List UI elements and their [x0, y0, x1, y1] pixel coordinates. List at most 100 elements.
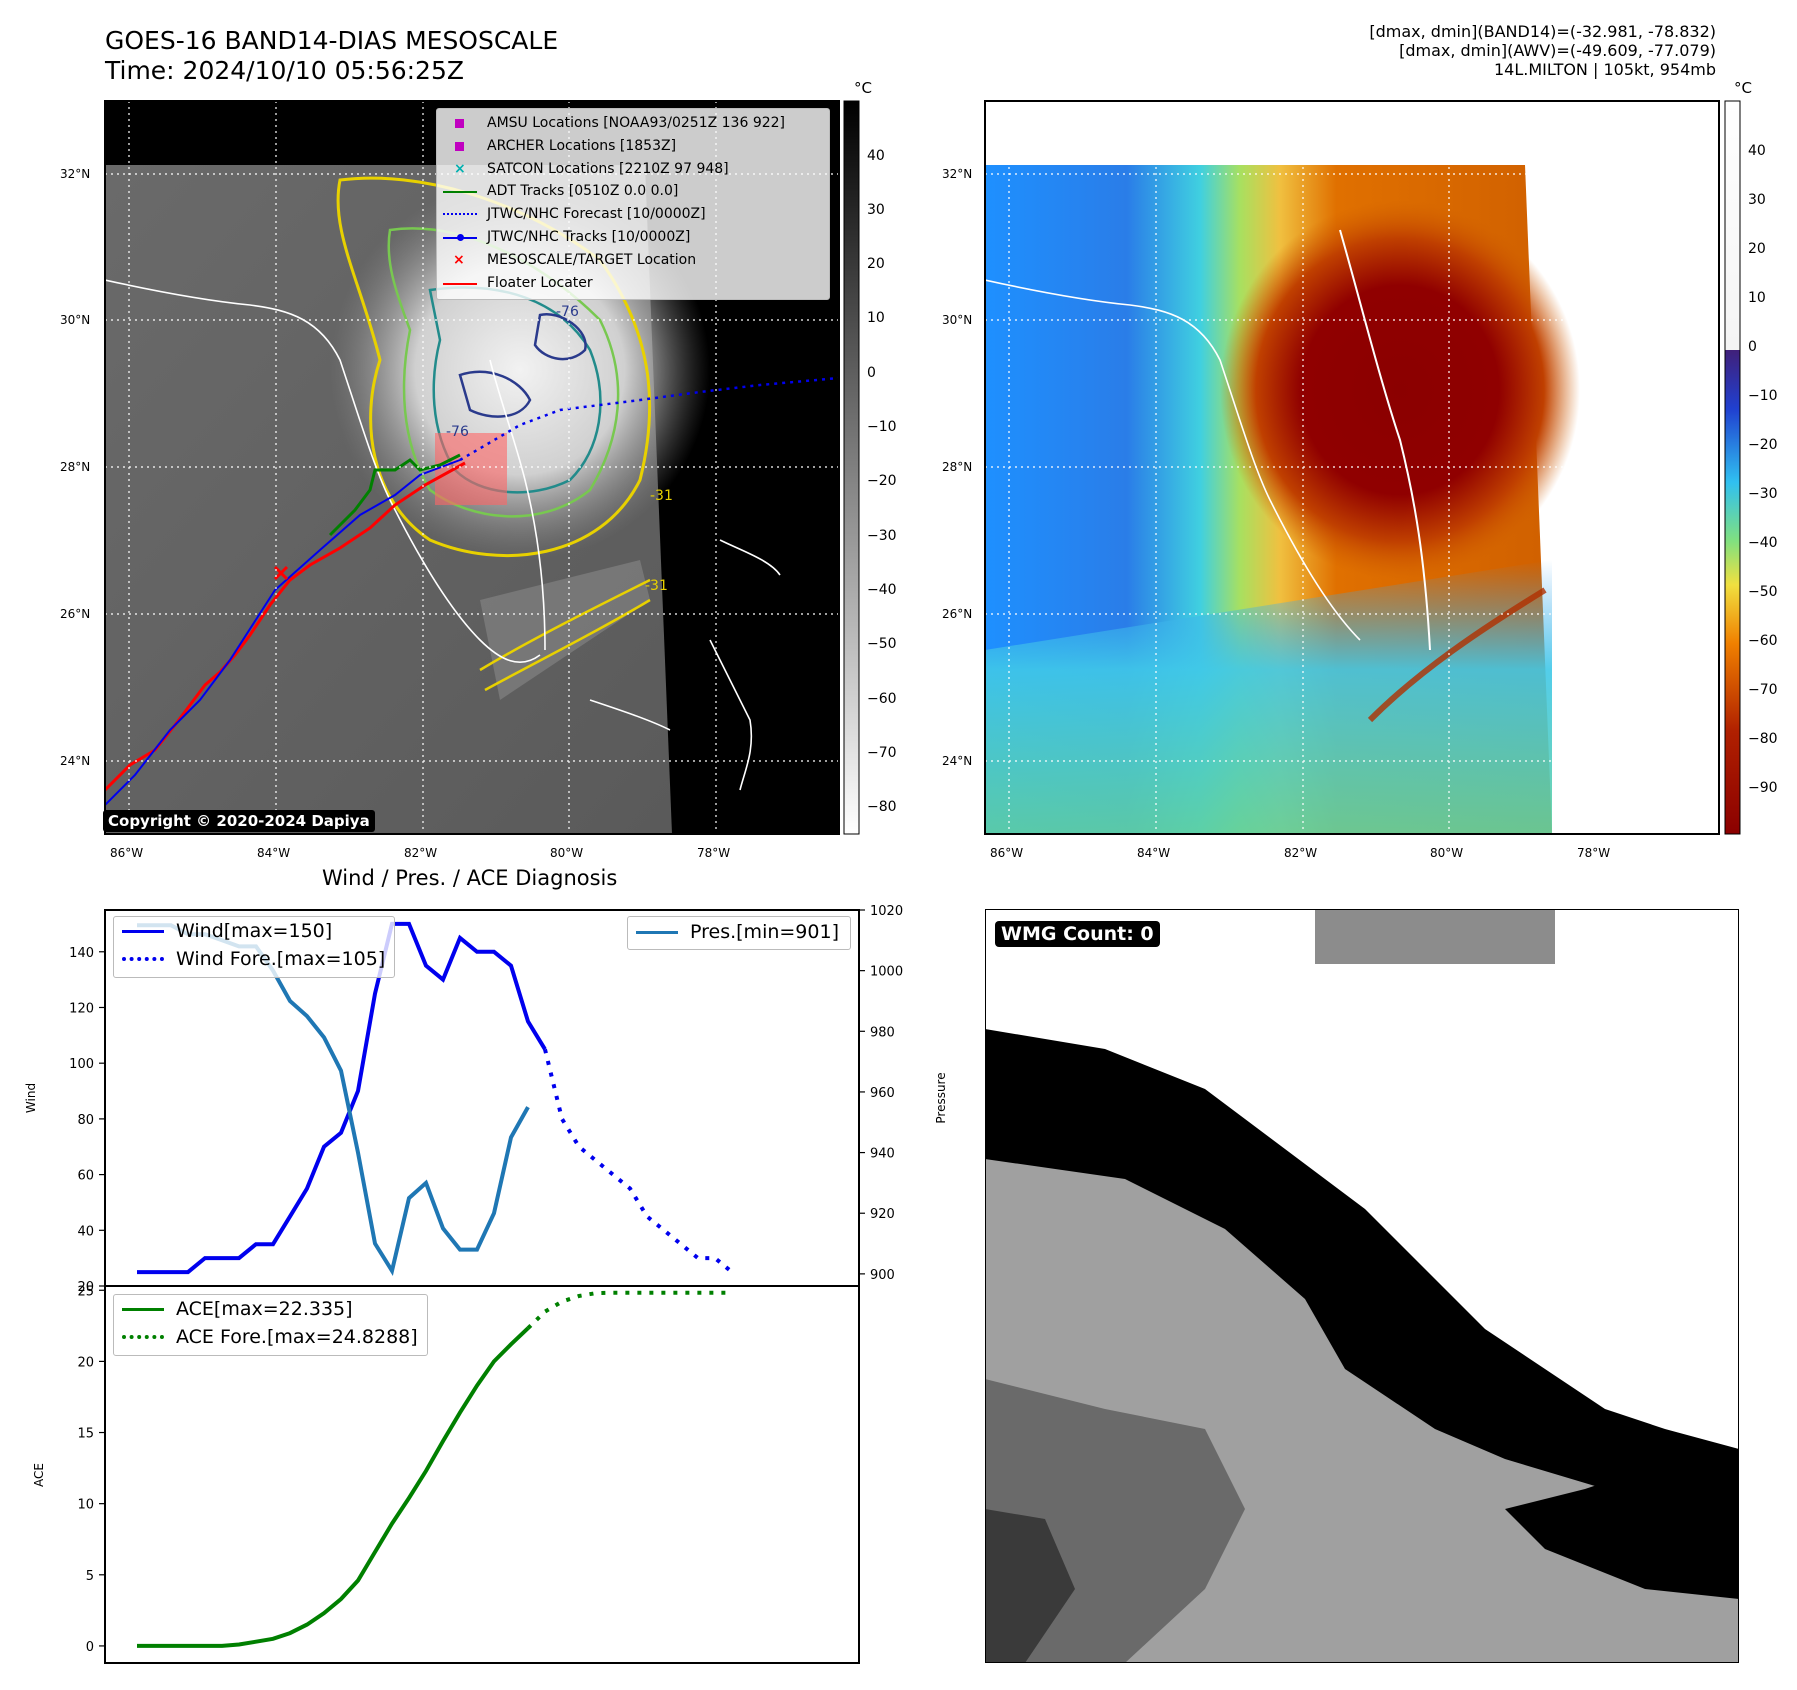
- floater-line-icon: [443, 282, 477, 285]
- adt-line-icon: [443, 191, 477, 194]
- ace-legend: ACE[max=22.335] ACE Fore.[max=24.8288]: [113, 1294, 428, 1356]
- cb-tick: 10: [1748, 290, 1766, 306]
- y-tick-label: 980: [870, 1025, 895, 1040]
- legend-ace: ACE[max=22.335]: [114, 1295, 427, 1323]
- cb-tick: −20: [867, 473, 897, 489]
- mesoscale-target-box: [435, 433, 507, 505]
- cb-tick: −70: [1748, 682, 1778, 698]
- lon-label: 78°W: [697, 846, 731, 860]
- y-tick-label: 0: [86, 1640, 94, 1655]
- contour-label-4: -31: [645, 578, 668, 594]
- adt-track: [328, 453, 461, 537]
- chart-time: Time: 2024/10/10 05:56:25Z: [105, 56, 464, 85]
- legend-ace-fore: ACE Fore.[max=24.8288]: [114, 1323, 427, 1351]
- awv-storm-core: [1220, 200, 1580, 580]
- wmg-darkest-region: [985, 1509, 1075, 1663]
- ace-axis-label: ACE: [32, 1463, 46, 1487]
- map-right-colorbar: [1724, 100, 1741, 835]
- lon-label: 80°W: [550, 846, 584, 860]
- target-marker-icon: ×: [453, 251, 465, 268]
- contour-band-yellow: [479, 578, 651, 692]
- legend-satcon: × SATCON Locations [2210Z 97 948]: [437, 158, 829, 181]
- y-tick-label: 1000: [870, 965, 903, 980]
- cb-tick: −50: [1748, 584, 1778, 600]
- pressure-y-ticks: 900 920 940 960 980 1000 1020: [859, 904, 903, 1283]
- lat-label: 24°N: [60, 754, 91, 768]
- lat-label: 32°N: [942, 167, 973, 181]
- cb-tick: −80: [1748, 731, 1778, 747]
- coastline-florida-east: [489, 359, 546, 651]
- wmg-count-label: WMG Count: 0: [995, 921, 1160, 947]
- lat-label: 26°N: [60, 607, 91, 621]
- y-tick-label: 140: [69, 946, 94, 961]
- colorbar-unit: °C: [1734, 79, 1752, 97]
- cb-tick: −50: [867, 636, 897, 652]
- lat-label: 26°N: [942, 607, 973, 621]
- series-ace-fore-max: [526, 1290, 732, 1330]
- y-tick-label: 20: [77, 1280, 94, 1295]
- amsu-marker-icon: [455, 119, 464, 128]
- awv-dry-band: [1367, 587, 1547, 723]
- map-left-legend: AMSU Locations [NOAA93/0251Z 136 922] AR…: [436, 108, 830, 300]
- cb-tick: −40: [1748, 535, 1778, 551]
- lon-label: 82°W: [1284, 846, 1318, 860]
- cb-tick: −10: [1748, 388, 1778, 404]
- legend-amsu: AMSU Locations [NOAA93/0251Z 136 922]: [437, 112, 829, 135]
- info-storm: 14L.MILTON | 105kt, 954mb: [1493, 60, 1716, 79]
- ace-fore-line-icon: [122, 1335, 164, 1339]
- colorbar-unit: °C: [854, 79, 872, 97]
- map-left-colorbar: [843, 100, 860, 835]
- legend-target: × MESOSCALE/TARGET Location: [437, 249, 829, 272]
- cb-tick: 30: [867, 202, 885, 218]
- info-awv: [dmax, dmin](AWV)=(-49.609, -77.079): [1399, 41, 1716, 60]
- wmg-gray-patch: [1315, 909, 1555, 964]
- nhc-track: [105, 459, 461, 806]
- contour-teal: [428, 286, 602, 494]
- wind-legend: Wind[max=150] Wind Fore.[max=105]: [113, 916, 395, 978]
- cloud-band: [480, 560, 650, 700]
- cb-tick: 0: [1748, 339, 1757, 355]
- info-block: [dmax, dmin](BAND14)=(-32.981, -78.832) …: [1016, 22, 1716, 79]
- cb-tick: −90: [1748, 780, 1778, 796]
- contour-label-1: -76: [446, 424, 469, 440]
- cb-tick: −80: [867, 799, 897, 815]
- legend-pres: Pres.[min=901]: [628, 917, 850, 947]
- coastline-florida-west: [105, 279, 541, 664]
- y-tick-label: 1020: [870, 904, 903, 919]
- wmg-panel: [985, 909, 1739, 1663]
- y-tick-label: 920: [870, 1207, 895, 1222]
- wind-fore-line-icon: [122, 957, 164, 961]
- legend-archer: ARCHER Locations [1853Z]: [437, 135, 829, 158]
- cb-tick: 10: [867, 310, 885, 326]
- cb-tick: 30: [1748, 192, 1766, 208]
- lon-label: 82°W: [404, 846, 438, 860]
- wind-line-icon: [122, 930, 164, 933]
- series-ace-max: [137, 1326, 530, 1648]
- contour-blue: [458, 312, 587, 418]
- ace-line-icon: [122, 1308, 164, 1311]
- lon-label: 84°W: [1137, 846, 1171, 860]
- wind-y-ticks: 20 40 60 80 100 120 140: [69, 946, 105, 1295]
- y-tick-label: 900: [870, 1268, 895, 1283]
- pressure-legend: Pres.[min=901]: [627, 916, 851, 950]
- ace-y-ticks: 0 5 10 15 20 25: [77, 1284, 105, 1655]
- map-right-figure: [984, 100, 1741, 835]
- series-wind-fore-max: [543, 1048, 734, 1274]
- wind-axis-label: Wind: [24, 1083, 38, 1113]
- y-tick-label: 15: [77, 1427, 94, 1442]
- contour-label-3: -31: [650, 488, 673, 504]
- cb-tick: 20: [1748, 241, 1766, 257]
- y-tick-label: 80: [77, 1113, 94, 1128]
- y-tick-label: 40: [77, 1224, 94, 1239]
- pressure-axis-label: Pressure: [934, 1072, 948, 1123]
- lat-label: 28°N: [60, 460, 91, 474]
- y-tick-label: 100: [69, 1057, 94, 1072]
- y-tick-label: 120: [69, 1001, 94, 1016]
- legend-wind-fore: Wind Fore.[max=105]: [114, 945, 394, 973]
- y-tick-label: 10: [77, 1498, 94, 1513]
- cb-tick: −60: [1748, 633, 1778, 649]
- diagnosis-title: Wind / Pres. / ACE Diagnosis: [322, 866, 618, 890]
- lat-label: 32°N: [60, 167, 91, 181]
- awv-south-region: [985, 560, 1552, 834]
